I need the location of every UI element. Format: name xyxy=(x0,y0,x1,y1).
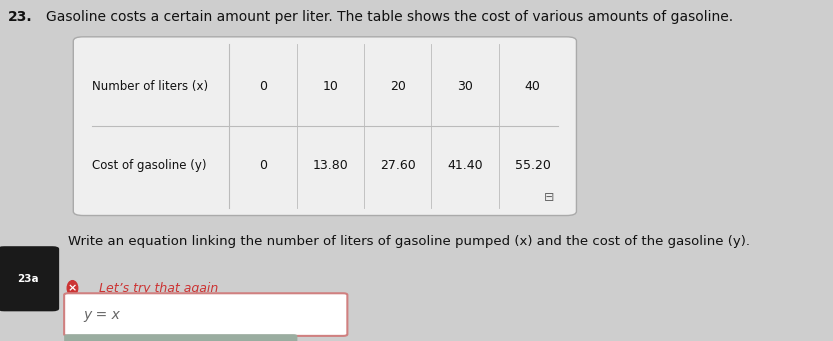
Text: 23a: 23a xyxy=(17,274,39,284)
Text: 41.40: 41.40 xyxy=(447,159,483,172)
Text: ⊟: ⊟ xyxy=(543,191,554,204)
Text: 30: 30 xyxy=(457,80,473,93)
FancyBboxPatch shape xyxy=(64,334,297,341)
Text: Number of liters (x): Number of liters (x) xyxy=(92,80,207,93)
Text: Gasoline costs a certain amount per liter. The table shows the cost of various a: Gasoline costs a certain amount per lite… xyxy=(46,10,733,24)
Text: Cost of gasoline (y): Cost of gasoline (y) xyxy=(92,159,206,172)
FancyBboxPatch shape xyxy=(64,293,347,336)
Text: 13.80: 13.80 xyxy=(312,159,348,172)
FancyBboxPatch shape xyxy=(0,246,59,311)
Text: 0: 0 xyxy=(259,159,267,172)
Text: 40: 40 xyxy=(525,80,541,93)
Text: 23.: 23. xyxy=(8,10,33,24)
Text: 0: 0 xyxy=(259,80,267,93)
Text: 27.60: 27.60 xyxy=(380,159,416,172)
Text: 10: 10 xyxy=(322,80,338,93)
Text: ×: × xyxy=(67,283,77,293)
FancyBboxPatch shape xyxy=(73,37,576,216)
Text: 20: 20 xyxy=(390,80,406,93)
Ellipse shape xyxy=(67,281,77,296)
Text: y = x: y = x xyxy=(83,308,120,322)
Text: 55.20: 55.20 xyxy=(515,159,551,172)
Text: Write an equation linking the number of liters of gasoline pumped (x) and the co: Write an equation linking the number of … xyxy=(68,235,751,248)
Text: Let’s try that again: Let’s try that again xyxy=(99,282,218,295)
